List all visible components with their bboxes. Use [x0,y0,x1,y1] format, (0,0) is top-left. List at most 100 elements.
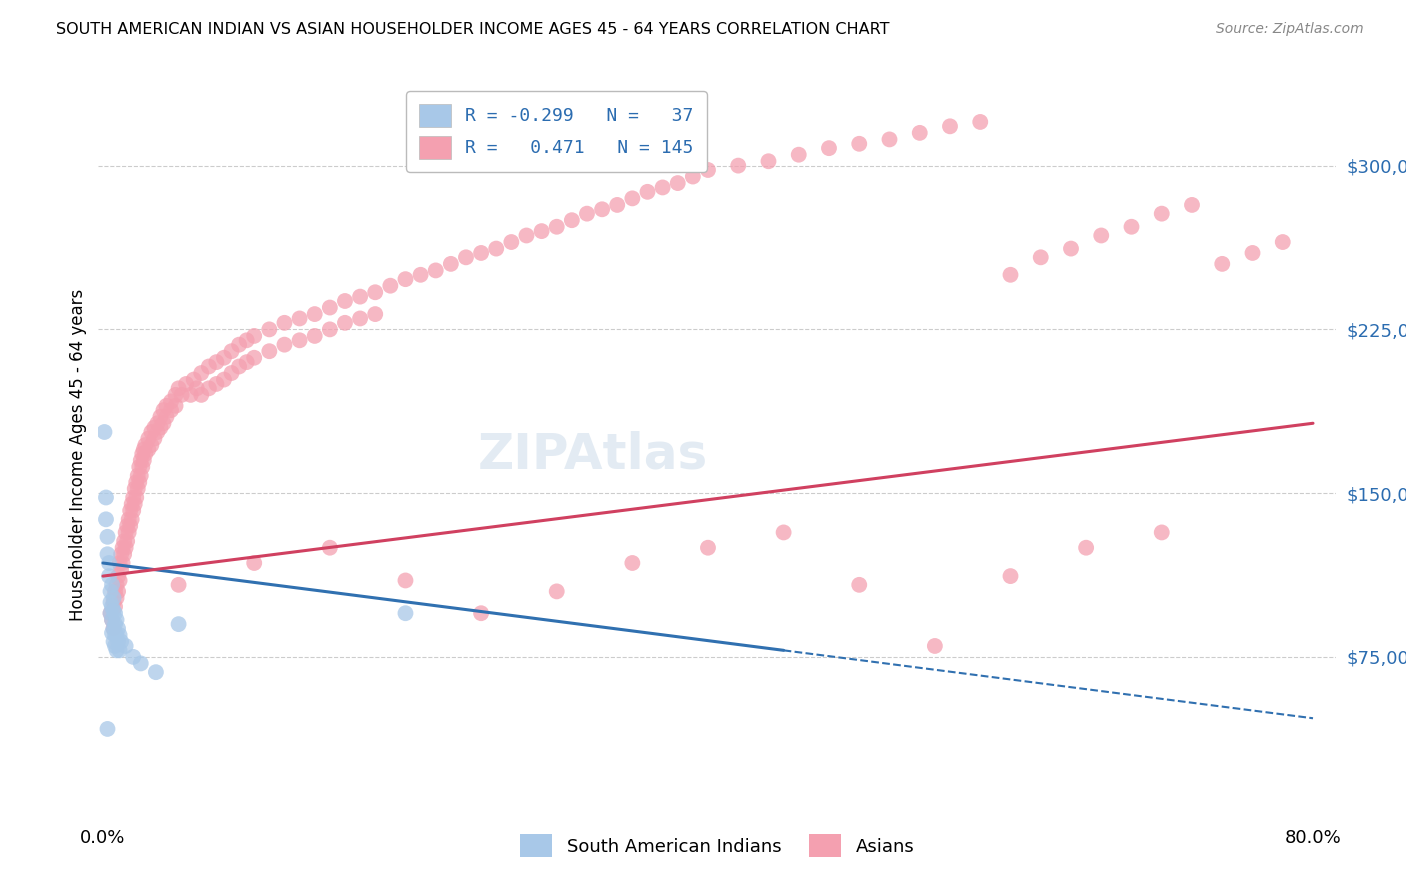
Point [108,628,131,642]
Point [122,503,145,517]
Point [787,147,810,161]
Point [143,420,166,434]
Point [1181,198,1204,212]
Point [101,578,124,592]
Point [104,584,127,599]
Point [606,198,628,212]
Point [198,381,221,395]
Point [165,399,187,413]
Point [394,606,416,620]
Point [160,394,183,409]
Point [131,447,153,461]
Point [105,628,128,642]
Point [108,643,131,657]
Point [1000,569,1022,583]
Point [174,376,197,391]
Point [1271,235,1294,249]
Point [125,491,148,505]
Point [96,722,118,736]
Y-axis label: Householder Income Ages 45 - 64 years: Householder Income Ages 45 - 64 years [69,289,87,621]
Point [115,534,138,549]
Point [94,491,117,505]
Point [125,475,148,490]
Point [212,351,235,365]
Point [561,213,583,227]
Point [103,634,125,648]
Point [104,599,127,614]
Point [122,491,145,505]
Point [146,425,169,439]
Point [103,622,125,636]
Point [727,159,749,173]
Point [101,613,124,627]
Point [205,376,228,391]
Point [108,574,131,588]
Point [1000,268,1022,282]
Point [939,120,962,134]
Point [818,141,841,155]
Point [1074,541,1097,555]
Point [124,497,146,511]
Point [104,628,127,642]
Point [128,475,150,490]
Point [235,355,257,369]
Point [349,311,371,326]
Point [145,665,167,680]
Point [349,290,371,304]
Point [103,595,125,609]
Point [105,578,128,592]
Point [101,613,124,627]
Point [205,355,228,369]
Point [104,639,127,653]
Point [104,606,127,620]
Point [380,278,402,293]
Point [530,224,553,238]
Point [103,591,125,605]
Point [697,163,720,178]
Point [319,541,342,555]
Point [170,388,193,402]
Point [129,453,152,467]
Point [470,606,492,620]
Point [121,512,143,526]
Text: ZIPAtlas: ZIPAtlas [478,431,709,479]
Point [149,420,172,434]
Point [243,329,266,343]
Point [243,556,266,570]
Point [152,403,174,417]
Point [132,442,155,457]
Point [152,417,174,431]
Point [160,403,183,417]
Point [319,322,342,336]
Point [149,409,172,424]
Point [143,432,166,446]
Point [425,263,447,277]
Point [546,219,568,234]
Point [304,329,326,343]
Point [454,250,477,264]
Point [105,613,128,627]
Point [364,285,387,300]
Point [1150,525,1173,540]
Point [118,512,141,526]
Point [94,512,117,526]
Point [651,180,673,194]
Point [110,634,132,648]
Point [112,547,135,561]
Point [141,438,163,452]
Point [100,584,122,599]
Point [131,459,153,474]
Point [1090,228,1112,243]
Point [98,556,121,570]
Point [848,578,870,592]
Point [1121,219,1143,234]
Point [111,541,134,555]
Point [924,639,946,653]
Point [110,563,132,577]
Point [546,584,568,599]
Point [190,388,212,402]
Point [485,242,508,256]
Text: Source: ZipAtlas.com: Source: ZipAtlas.com [1216,22,1364,37]
Point [969,115,991,129]
Point [591,202,613,217]
